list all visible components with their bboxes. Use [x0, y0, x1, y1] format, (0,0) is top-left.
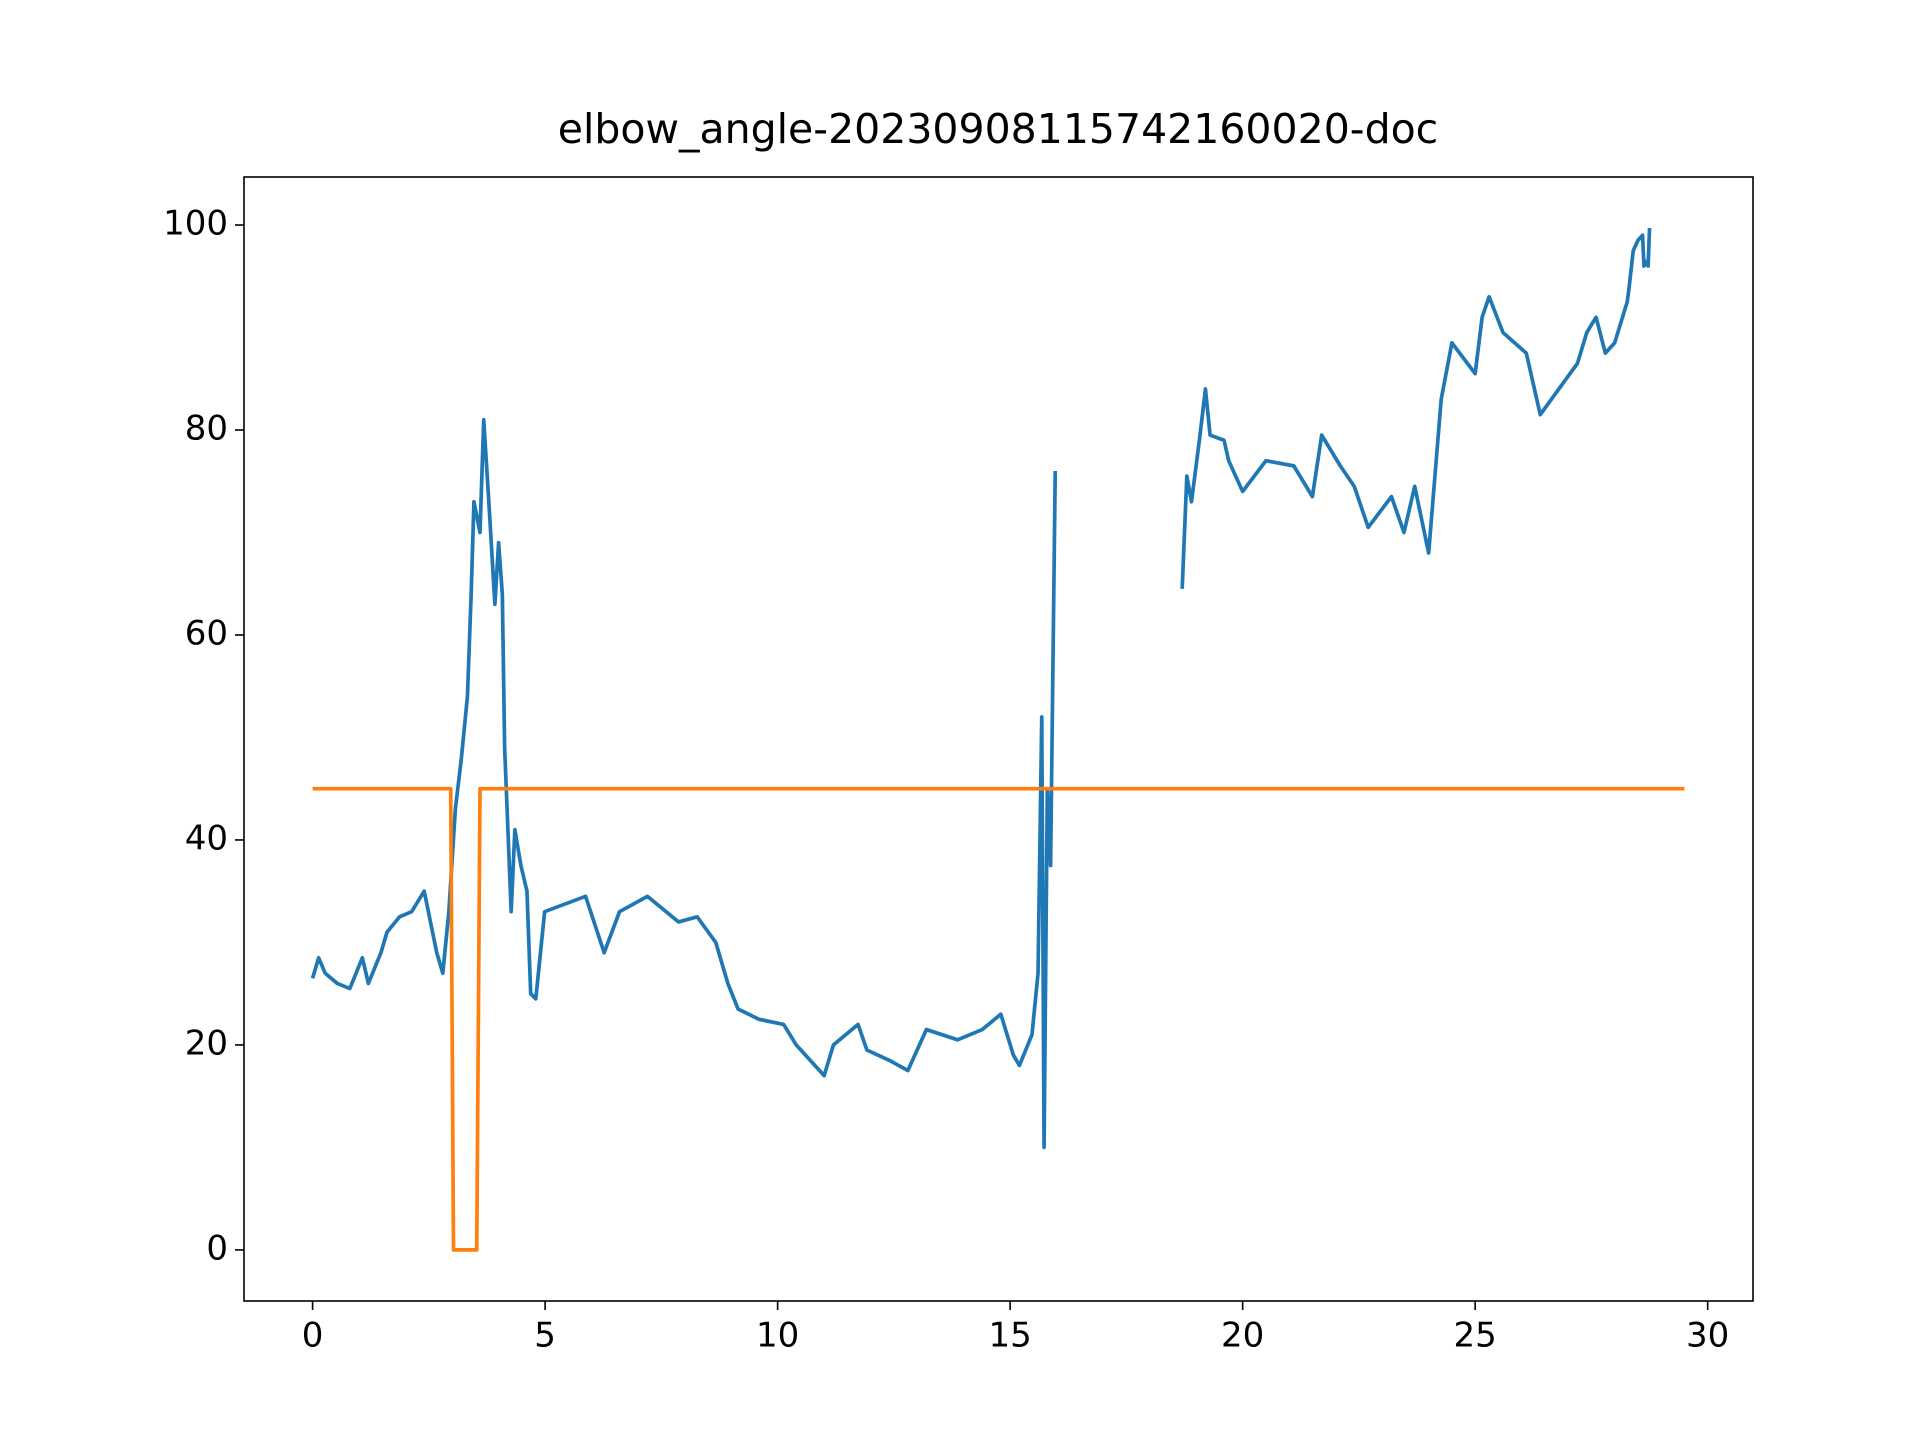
- line: [310, 228, 1652, 1150]
- x-tick-label: 5: [534, 1316, 556, 1356]
- y-tick-label: 60: [185, 613, 228, 653]
- x-tick-label: 30: [1686, 1316, 1729, 1356]
- line: [312, 786, 1685, 1252]
- y-tick-label: 40: [185, 818, 228, 858]
- y-tick-label: 20: [185, 1023, 228, 1063]
- y-tick-label: 80: [185, 408, 228, 448]
- x-tick-label: 10: [756, 1316, 799, 1356]
- x-tick-label: 25: [1454, 1316, 1497, 1356]
- y-tick-label: 100: [163, 204, 228, 244]
- chart-title: elbow_angle-20230908115742160020-doc: [558, 105, 1438, 153]
- plot-frame: [243, 176, 1754, 1302]
- y-tick-label: 0: [206, 1228, 228, 1268]
- x-tick-label: 15: [988, 1316, 1031, 1356]
- x-tick-label: 0: [302, 1316, 324, 1356]
- x-tick-label: 20: [1221, 1316, 1264, 1356]
